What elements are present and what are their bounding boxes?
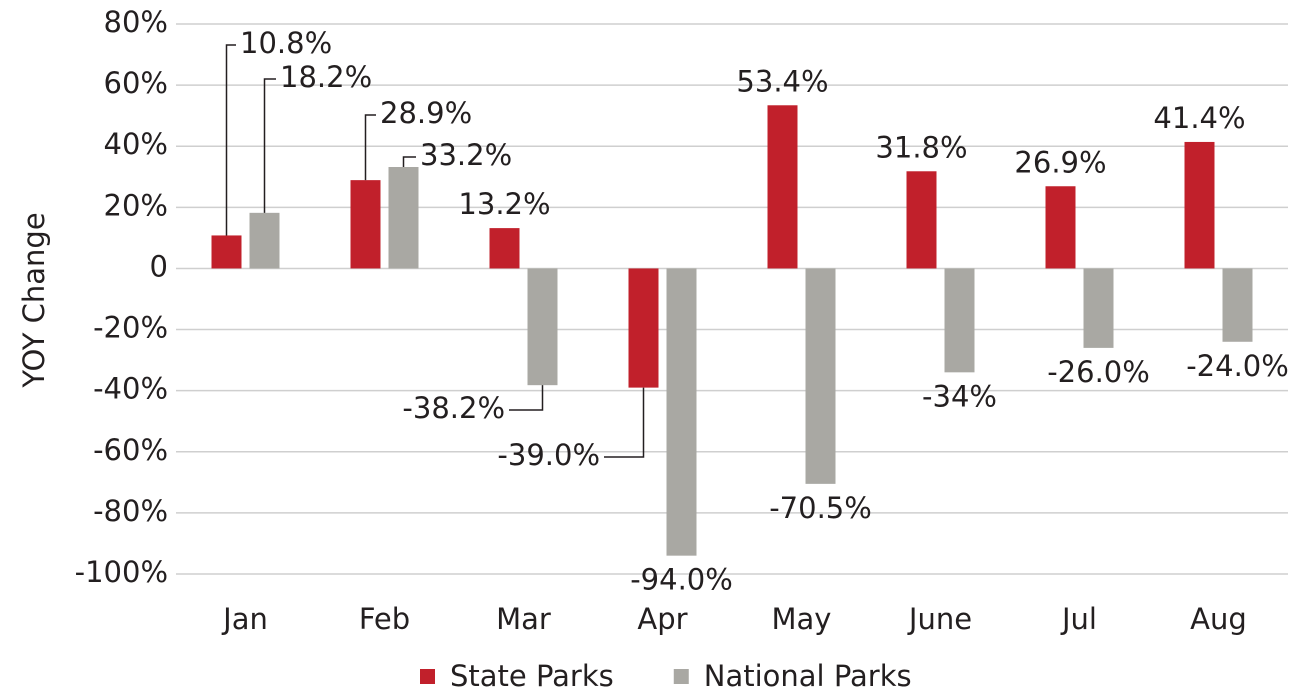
bar [906,171,937,269]
bar [1083,268,1114,348]
value-label: -70.5% [769,491,872,525]
value-label: 28.9% [380,96,472,130]
bar [666,268,697,556]
leader-line [364,114,376,181]
bar [767,105,798,269]
bar [388,167,419,269]
value-label: 53.4% [736,64,828,98]
bar [805,268,836,484]
legend-swatch [420,669,435,684]
x-tick-label: Feb [359,602,410,636]
y-tick-label: 20% [104,188,168,222]
x-tick-label: Jan [221,602,268,636]
leader-line [402,156,416,167]
bar [1184,141,1215,269]
value-label: 26.9% [1014,145,1106,179]
value-label: 33.2% [420,138,512,172]
y-tick-label: -80% [93,494,168,528]
bar [1222,268,1253,342]
value-label: 41.4% [1153,101,1245,135]
value-label: 18.2% [280,60,372,94]
bar [211,235,242,269]
value-label: -26.0% [1047,355,1150,389]
y-axis-label: YOY Change [17,212,51,388]
bar [489,228,520,269]
x-tick-label: Aug [1190,602,1247,636]
value-label: -94.0% [630,563,733,597]
y-tick-label: -20% [93,311,168,345]
leader-line [604,387,645,458]
value-label: 10.8% [240,26,332,60]
y-tick-label: 80% [104,5,168,39]
value-label: -24.0% [1186,349,1289,383]
x-tick-label: June [907,602,972,636]
value-label: 31.8% [875,130,967,164]
y-tick-label: 60% [104,66,168,100]
x-tick-label: Mar [496,602,551,636]
legend-label: State Parks [450,659,614,693]
value-label: -39.0% [497,438,600,472]
x-tick-label: Jul [1060,602,1097,636]
bar [249,212,280,269]
y-tick-label: -60% [93,433,168,467]
bar [527,268,558,386]
leader-line [509,385,544,411]
legend-label: National Parks [704,659,912,693]
value-label: 13.2% [458,187,550,221]
y-tick-label: 0 [150,249,168,283]
legend-swatch [673,669,689,684]
leader-line [225,44,236,236]
value-label: -34% [922,379,997,413]
leader-line [263,78,276,213]
y-tick-label: -100% [75,555,168,589]
y-tick-label: -40% [93,372,168,406]
value-label: -38.2% [402,391,505,425]
bar [628,268,659,388]
x-tick-label: May [772,602,832,636]
bar [350,180,381,269]
bar [944,268,975,373]
bar [1045,186,1076,269]
y-tick-label: 40% [104,127,168,161]
x-tick-label: Apr [637,602,687,636]
